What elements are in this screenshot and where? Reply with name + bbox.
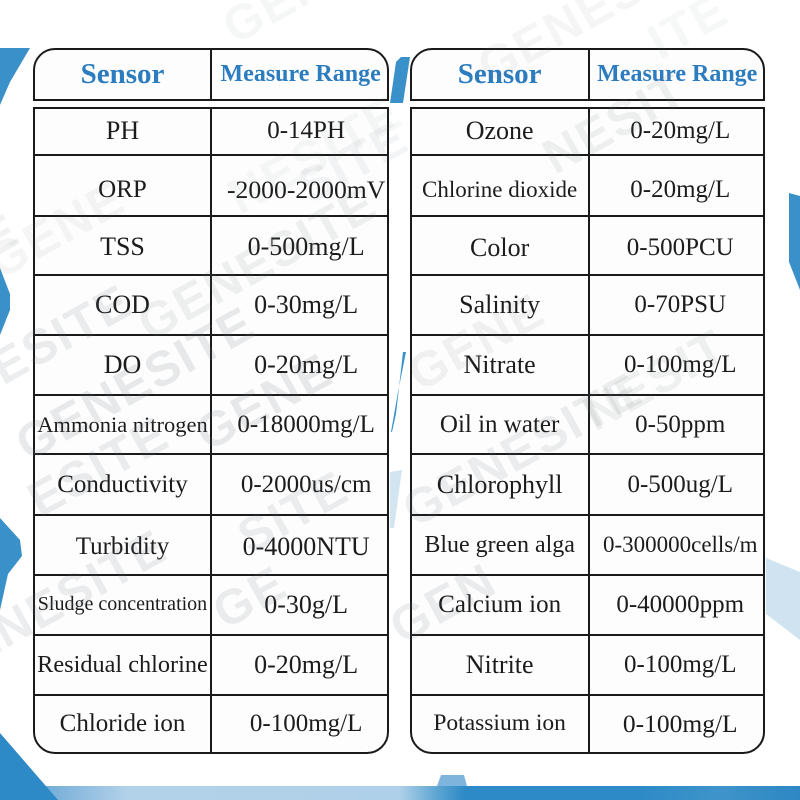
svg-text:GEN: GEN [381, 553, 505, 655]
svg-text:GENESITE: GENESITE [214, 0, 471, 55]
svg-text:NESIT: NESIT [534, 63, 695, 185]
svg-text:SITE: SITE [229, 461, 357, 565]
svg-text:GE: GE [204, 556, 296, 639]
svg-text:NESIT: NESIT [574, 320, 735, 442]
svg-text:ITE: ITE [639, 0, 737, 70]
svg-text:GENE: GENE [0, 171, 134, 289]
svg-text:GENE: GENE [399, 283, 554, 401]
svg-text:GENESITE: GENESITE [0, 520, 176, 695]
